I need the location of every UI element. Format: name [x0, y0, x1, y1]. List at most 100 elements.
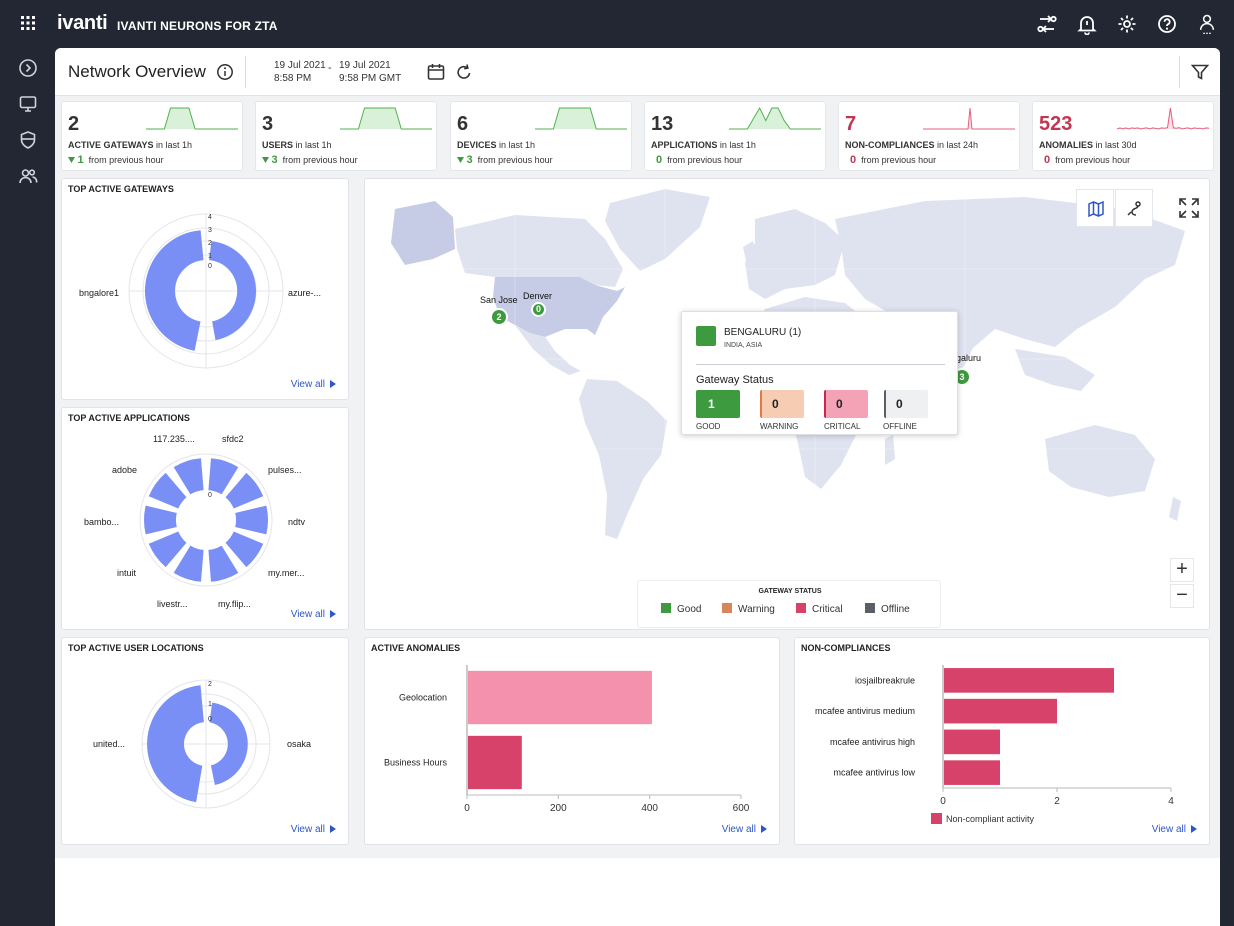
legend-item-critical[interactable]: Critical — [796, 603, 843, 615]
bar[interactable] — [944, 668, 1114, 693]
application-slice[interactable] — [208, 458, 239, 495]
status-label: CRITICAL — [824, 422, 861, 431]
end-date: 19 Jul 2021 — [339, 60, 391, 71]
brand-logo: ivanti — [57, 12, 108, 34]
application-slice[interactable] — [173, 458, 204, 495]
radial-tick: 0 — [208, 716, 212, 723]
new-zealand-shape — [1169, 497, 1181, 521]
bar[interactable] — [944, 729, 1000, 755]
kpi-sparkline — [146, 107, 238, 130]
shield-icon[interactable] — [18, 130, 38, 150]
marker-label-san-jose: San Jose — [480, 295, 518, 305]
bar[interactable] — [944, 698, 1057, 724]
application-slice[interactable] — [144, 505, 177, 535]
zoom-in-button[interactable]: + — [1170, 558, 1194, 582]
location-bar-osaka[interactable] — [209, 702, 248, 786]
zoom-out-button[interactable]: − — [1170, 584, 1194, 608]
bell-icon[interactable] — [1076, 13, 1098, 35]
legend-item-warning[interactable]: Warning — [722, 603, 775, 615]
legend-item-good[interactable]: Good — [661, 603, 701, 615]
active-anomalies-panel: ACTIVE ANOMALIES 0 200 400 600 Geolocation Bu… — [364, 637, 780, 845]
kpi-card-anomalies[interactable]: 523 ANOMALIES in last 30d 0 from previous… — [1032, 101, 1214, 171]
app-label: bambo... — [84, 517, 120, 527]
kpi-card-non-compliances[interactable]: 7 NON-COMPLIANCES in last 24h 0 from prev… — [838, 101, 1020, 171]
application-slice[interactable] — [235, 505, 268, 535]
calendar-icon[interactable] — [426, 62, 446, 82]
down-arrow-icon — [68, 157, 75, 163]
status-box-warning: 0 — [760, 390, 804, 418]
location-bar-united[interactable] — [147, 685, 204, 803]
kpi-value: 523 — [1039, 113, 1073, 135]
panel-title: TOP ACTIVE APPLICATIONS — [68, 413, 190, 423]
application-slices — [139, 453, 273, 587]
gateway-status-legend: GATEWAY STATUS Good Warning Critical Off… — [637, 580, 941, 628]
x-tick-label: 200 — [550, 803, 567, 814]
filter-icon[interactable] — [1190, 62, 1210, 82]
application-slice[interactable] — [173, 545, 204, 582]
connections-icon[interactable] — [1036, 13, 1058, 35]
kpi-card-applications[interactable]: 13 APPLICATIONS in last 1h 0 from previou… — [644, 101, 826, 171]
application-slice[interactable] — [208, 545, 239, 582]
application-slice[interactable] — [225, 472, 264, 509]
expand-sidebar-icon[interactable] — [18, 58, 38, 78]
application-slice[interactable] — [225, 531, 264, 568]
bar[interactable] — [468, 735, 522, 790]
legend-item-offline[interactable]: Offline — [865, 603, 910, 615]
gateway-bar-bngalore1[interactable] — [144, 230, 204, 351]
panel-title: TOP ACTIVE USER LOCATIONS — [68, 643, 204, 653]
kpi-label: APPLICATIONS in last 1h — [651, 140, 756, 150]
uk-shape — [743, 241, 757, 265]
gear-icon[interactable] — [1116, 13, 1138, 35]
route-view-button[interactable] — [1115, 189, 1153, 227]
x-tick-label: 400 — [641, 803, 658, 814]
page-footer-area — [55, 858, 1220, 926]
kpi-card-devices[interactable]: 6 DEVICES in last 1h 3 from previous hour — [450, 101, 632, 171]
kpi-sparkline — [1117, 107, 1209, 130]
application-slice[interactable] — [148, 531, 187, 568]
map-view-button[interactable] — [1076, 189, 1114, 227]
down-arrow-icon — [262, 157, 269, 163]
kpi-delta: 3 from previous hour — [262, 154, 358, 166]
start-datetime[interactable]: 19 Jul 2021 8:58 PM — [274, 59, 326, 85]
kpi-value: 3 — [262, 113, 274, 135]
refresh-icon[interactable] — [454, 62, 474, 82]
view-all-link[interactable]: View all — [291, 609, 336, 620]
canada-shape — [455, 215, 623, 287]
view-all-link[interactable]: View all — [722, 824, 767, 835]
panel-title: ACTIVE ANOMALIES — [371, 643, 461, 653]
south-america-shape — [579, 379, 667, 539]
monitor-icon[interactable] — [18, 94, 38, 114]
app-launcher-icon[interactable] — [20, 15, 36, 31]
app-label: my.mer... — [268, 568, 305, 578]
gateway-bar-azure[interactable] — [209, 241, 257, 341]
radial-tick: 0 — [208, 492, 212, 499]
location-label: united... — [93, 739, 126, 749]
panel-title: TOP ACTIVE GATEWAYS — [68, 184, 174, 194]
kpi-card-active-gateways[interactable]: 2 ACTIVE GATEWAYS in last 1h 1 from previ… — [61, 101, 243, 171]
view-all-link[interactable]: View all — [291, 824, 336, 835]
kpi-value: 2 — [68, 113, 80, 135]
map-marker-denver[interactable]: 0 — [531, 302, 546, 317]
application-slice[interactable] — [148, 472, 187, 509]
fullscreen-icon[interactable] — [1178, 197, 1200, 219]
sparkline-line — [340, 107, 432, 130]
bar[interactable] — [944, 760, 1000, 785]
date-separator: - — [328, 62, 332, 74]
view-all-link[interactable]: View all — [1152, 824, 1197, 835]
kpi-sparkline — [340, 107, 432, 130]
end-datetime[interactable]: 19 Jul 2021 9:58 PM GMT — [339, 59, 401, 85]
users-icon[interactable] — [18, 166, 38, 186]
map-marker-san-jose[interactable]: 2 — [490, 308, 508, 326]
kpi-card-users[interactable]: 3 USERS in last 1h 3 from previous hour — [255, 101, 437, 171]
info-icon[interactable] — [216, 63, 234, 81]
kpi-delta: 3 from previous hour — [457, 154, 553, 166]
route-icon — [1127, 201, 1141, 216]
sparkline-line — [1117, 107, 1209, 130]
start-date: 19 Jul 2021 — [274, 60, 326, 71]
bar[interactable] — [468, 670, 652, 725]
app-label: sfdc2 — [222, 434, 244, 444]
user-profile-icon[interactable] — [1196, 13, 1218, 35]
japan-shape — [1103, 259, 1117, 295]
help-icon[interactable] — [1156, 13, 1178, 35]
view-all-link[interactable]: View all — [291, 379, 336, 390]
